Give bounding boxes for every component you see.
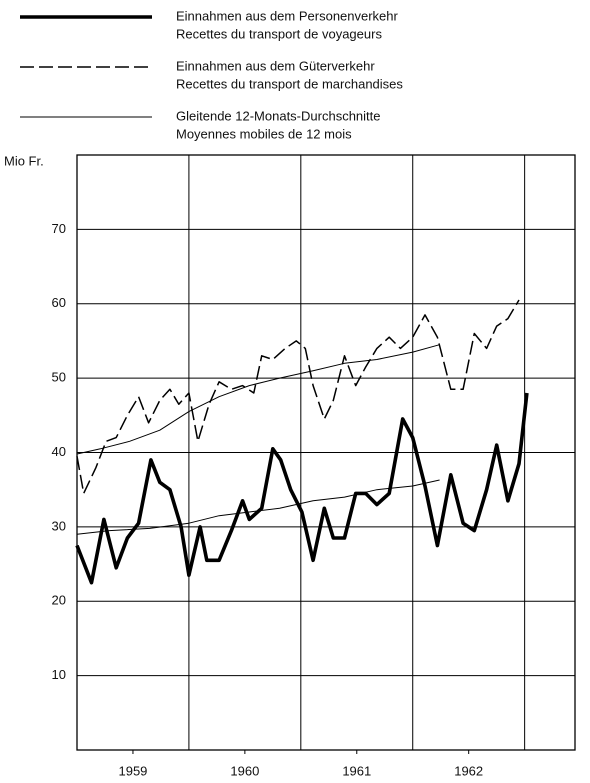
y-tick-label: 20: [52, 593, 66, 608]
y-tick-label: 70: [52, 221, 66, 236]
y-axis-label: Mio Fr.: [4, 153, 44, 168]
legend-label: Gleitende 12-Monats-Durchschnitte: [176, 108, 381, 123]
y-tick-label: 40: [52, 444, 66, 459]
series-line: [76, 299, 520, 495]
legend-label: Einnahmen aus dem Güterverkehr: [176, 58, 375, 73]
y-tick-label: 50: [52, 370, 66, 385]
x-tick-label: 1962: [454, 763, 483, 778]
x-tick-label: 1959: [118, 763, 147, 778]
series-line: [76, 344, 440, 455]
legend-label: Moyennes mobiles de 12 mois: [176, 126, 352, 141]
y-tick-label: 60: [52, 295, 66, 310]
y-tick-label: 10: [52, 667, 66, 682]
series-line: [75, 392, 529, 585]
series-line: [76, 479, 440, 535]
legend-label: Recettes du transport de marchandises: [176, 76, 403, 91]
y-tick-label: 30: [52, 518, 66, 533]
legend-label: Einnahmen aus dem Personenverkehr: [176, 8, 399, 23]
legend-label: Recettes du transport de voyageurs: [176, 26, 382, 41]
x-tick-label: 1960: [230, 763, 259, 778]
x-tick-label: 1961: [342, 763, 371, 778]
